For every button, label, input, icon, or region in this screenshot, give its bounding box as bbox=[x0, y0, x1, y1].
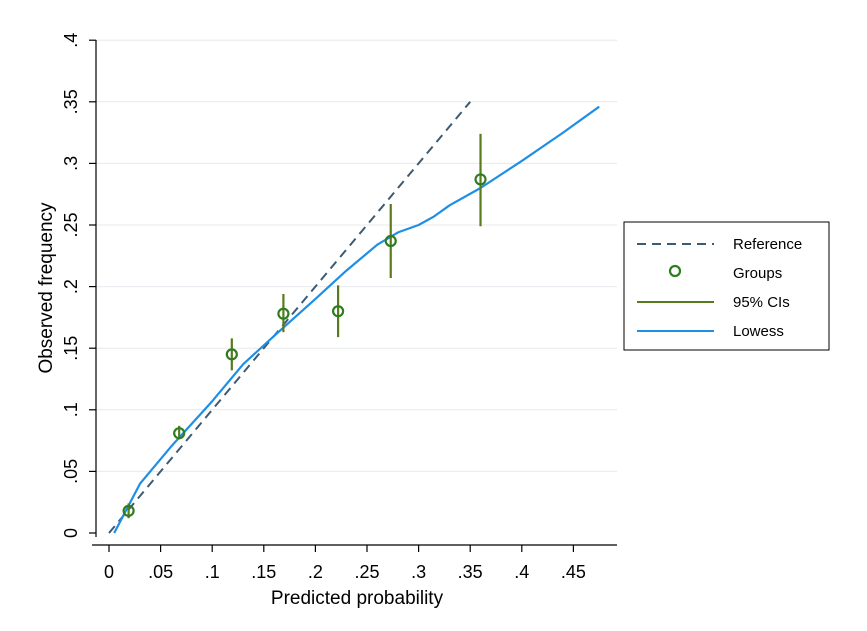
x-tick-label: .2 bbox=[308, 562, 323, 582]
legend-label: 95% CIs bbox=[733, 294, 790, 311]
legend-swatch-groups bbox=[668, 264, 682, 278]
y-tick-label: .25 bbox=[61, 212, 81, 237]
y-axis-title: Observed frequency bbox=[36, 202, 57, 374]
y-tick-label: .05 bbox=[61, 459, 81, 484]
x-tick-label: .1 bbox=[205, 562, 220, 582]
lowess-line bbox=[113, 105, 600, 534]
legend-label: Groups bbox=[733, 265, 782, 282]
legend: Reference Groups 95% CIs Lowess bbox=[623, 221, 830, 351]
x-tick-label: .35 bbox=[458, 562, 483, 582]
axes: 0 .05 .1 .15 .2 .25 .3 .35 .4 0 .05 .1 .15 .2 .25 .3 .35… bbox=[61, 33, 617, 582]
y-tick-label: .4 bbox=[61, 33, 81, 48]
group-point bbox=[332, 305, 345, 318]
group-point bbox=[225, 348, 238, 361]
x-tick-label: .25 bbox=[354, 562, 379, 582]
x-tick-label: .15 bbox=[251, 562, 276, 582]
y-tick-label: .1 bbox=[61, 402, 81, 417]
x-tick-label: .3 bbox=[411, 562, 426, 582]
y-tick-label: .35 bbox=[61, 89, 81, 114]
group-point bbox=[122, 504, 135, 517]
group-point bbox=[277, 307, 290, 320]
x-tick-label: 0 bbox=[104, 562, 114, 582]
x-tick-label: .4 bbox=[514, 562, 529, 582]
grid-lines bbox=[96, 39, 617, 472]
y-tick-label: .3 bbox=[61, 156, 81, 171]
y-tick-label: .2 bbox=[61, 279, 81, 294]
group-point bbox=[173, 427, 186, 440]
chart-marks bbox=[108, 101, 600, 534]
x-tick-label: .45 bbox=[561, 562, 586, 582]
legend-label: Lowess bbox=[733, 323, 784, 340]
group-point bbox=[384, 234, 397, 248]
x-tick-label: .05 bbox=[148, 562, 173, 582]
reference-line bbox=[108, 101, 471, 534]
x-axis-title: Predicted probability bbox=[271, 588, 444, 609]
y-tick-label: 0 bbox=[61, 528, 81, 538]
legend-label: Reference bbox=[733, 236, 802, 253]
group-point bbox=[474, 173, 487, 186]
y-tick-label: .15 bbox=[61, 336, 81, 361]
